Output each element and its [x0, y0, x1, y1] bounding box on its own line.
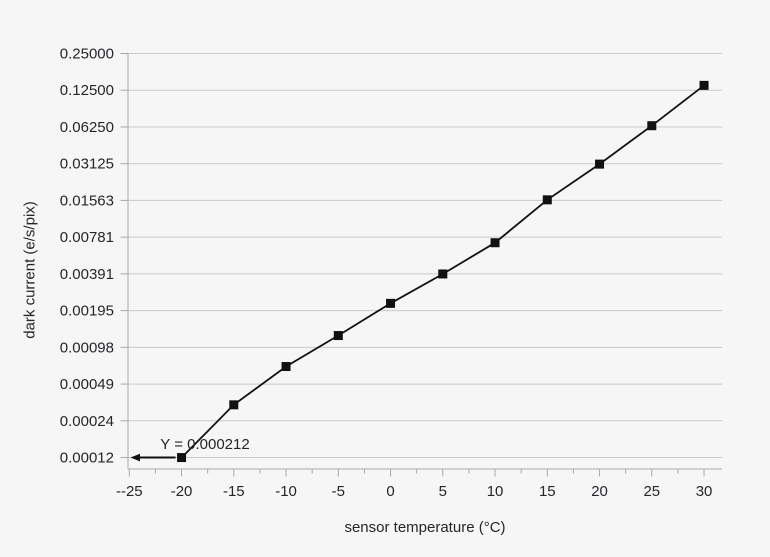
- x-tick-label: 30: [696, 483, 713, 500]
- x-tick-label: 0: [386, 483, 394, 500]
- y-axis-title: dark current (e/s/pix): [21, 201, 39, 339]
- y-tick-label: 0.06250: [60, 119, 114, 136]
- data-point-marker: [177, 453, 187, 463]
- x-tick-label: -20: [171, 483, 193, 500]
- y-tick-label: 0.00781: [60, 229, 114, 246]
- y-tick-label: 0.12500: [60, 82, 114, 99]
- x-tick-label: 10: [487, 483, 504, 500]
- y-tick-label: 0.00012: [60, 450, 114, 467]
- data-point-marker: [647, 121, 657, 131]
- data-point-marker: [281, 362, 291, 372]
- annotation-arrowhead: [130, 453, 140, 462]
- y-tick-label: 0.00024: [60, 413, 114, 430]
- x-tick-label: --25: [116, 483, 143, 500]
- y-tick-label: 0.25000: [60, 46, 114, 63]
- x-tick-label: 15: [539, 483, 556, 500]
- data-point-marker: [595, 159, 605, 169]
- x-tick-label: -10: [275, 483, 297, 500]
- data-point-marker: [490, 238, 500, 248]
- data-point-marker: [229, 400, 239, 410]
- x-tick-label: -5: [332, 483, 345, 500]
- x-axis-title: sensor temperature (°C): [344, 519, 506, 536]
- y-tick-label: 0.00195: [60, 303, 114, 320]
- y-tick-label: 0.01563: [60, 192, 114, 209]
- data-point-marker: [542, 195, 552, 205]
- x-tick-label: -15: [223, 483, 245, 500]
- data-point-marker: [386, 298, 396, 308]
- y-tick-label: 0.00098: [60, 339, 114, 356]
- annotation-text: Y = 0.000212: [160, 436, 249, 453]
- y-tick-label: 0.00391: [60, 266, 114, 283]
- data-point-marker: [333, 331, 343, 341]
- data-point-marker: [699, 80, 709, 90]
- x-tick-label: 5: [439, 483, 447, 500]
- y-tick-label: 0.00049: [60, 376, 114, 393]
- y-tick-label: 0.03125: [60, 156, 114, 173]
- x-tick-label: 25: [643, 483, 660, 500]
- data-point-marker: [438, 269, 448, 279]
- x-tick-label: 20: [591, 483, 608, 500]
